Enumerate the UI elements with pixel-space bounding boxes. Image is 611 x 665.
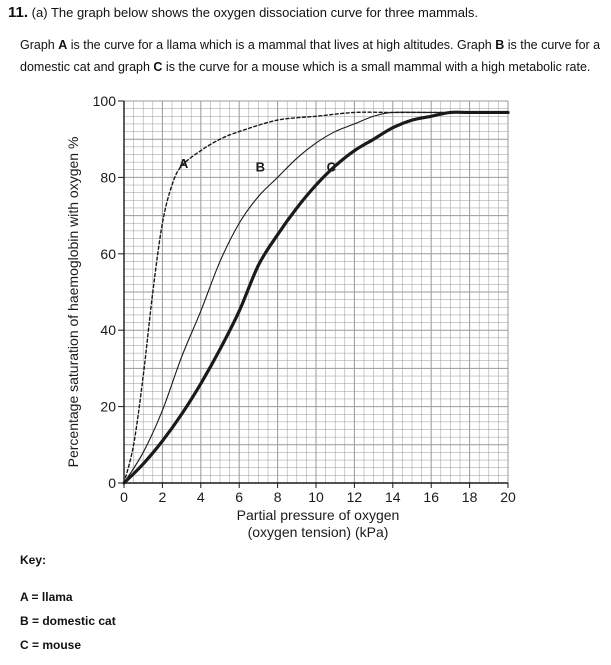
y-tick-label: 100 [93, 93, 117, 109]
y-tick-label: 0 [108, 475, 116, 491]
intro-label-a: A [58, 38, 68, 52]
y-axis-label: Percentage saturation of haemoglobin wit… [65, 137, 81, 468]
question-header: 11. (a) The graph below shows the oxygen… [8, 4, 478, 22]
intro-label-c: C [153, 60, 163, 74]
intro-label-b: B [495, 38, 505, 52]
y-tick-label: 80 [100, 169, 116, 185]
x-tick-label: 20 [500, 489, 516, 505]
key-item-c: C = mouse [20, 638, 82, 652]
x-axis-label-units: (oxygen tension) (kPa) [248, 524, 389, 540]
x-tick-label: 14 [385, 489, 401, 505]
x-tick-label: 18 [462, 489, 478, 505]
key: Key: A = llama B = domestic cat C = mous… [20, 553, 116, 657]
y-tick-label: 40 [100, 322, 116, 338]
y-tick-label: 60 [100, 246, 116, 262]
series-c-label: C [327, 160, 337, 175]
question-part: (a) [31, 5, 48, 20]
x-tick-label: 10 [308, 489, 324, 505]
key-item-b: B = domestic cat [20, 614, 116, 628]
oxygen-dissociation-chart: 0 2 4 6 8 10 12 14 16 18 20 0 20 40 60 80 100 Partial pre… [65, 93, 516, 540]
series-c-line [122, 110, 510, 485]
intro-text: is the curve for a llama which is a mamm… [67, 38, 496, 52]
x-tick-label: 6 [235, 489, 243, 505]
intro-text: Graph [20, 38, 59, 52]
question-number: 11. [8, 4, 29, 21]
question-text: The graph below shows the oxygen dissoci… [50, 5, 478, 20]
y-tick-label: 20 [100, 399, 116, 415]
x-tick-label: 16 [423, 489, 439, 505]
x-axis-label: Partial pressure of oxygen [237, 507, 400, 523]
intro-text: is the curve for a domestic cat and grap… [20, 38, 601, 74]
x-tick-label: 8 [274, 489, 282, 505]
intro-paragraph: Graph A is the curve for a llama which i… [20, 34, 605, 78]
series-a-label: A [179, 156, 189, 171]
key-item-a: A = llama [20, 590, 73, 604]
intro-text: is the curve for a mouse which is a smal… [162, 60, 591, 74]
series-b-line [123, 111, 509, 484]
key-title: Key: [20, 553, 47, 567]
x-tick-label: 12 [347, 489, 363, 505]
x-tick-label: 0 [120, 489, 128, 505]
series-b-label: B [256, 160, 265, 175]
x-tick-label: 2 [159, 489, 167, 505]
x-tick-label: 4 [197, 489, 205, 505]
